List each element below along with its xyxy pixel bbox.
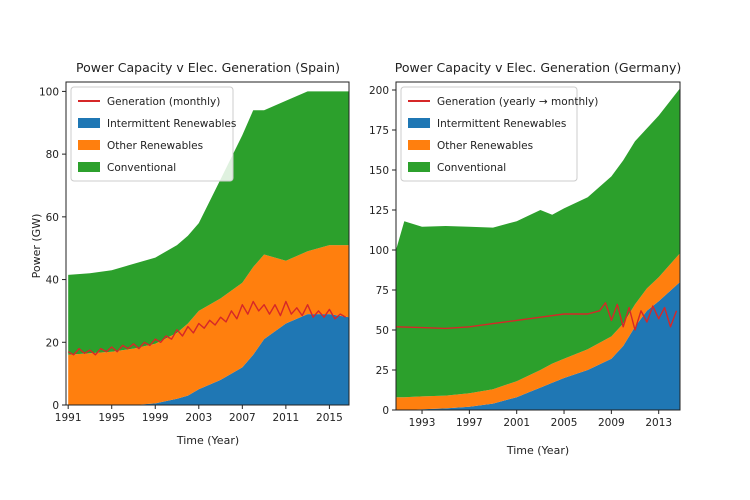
generation-line bbox=[67, 300, 347, 356]
area-intermittent-renewables bbox=[68, 314, 349, 405]
x-tick-label: 1991 bbox=[55, 412, 82, 424]
legend-label: Conventional bbox=[437, 162, 506, 174]
chart-title: Power Capacity v Elec. Generation (Spain… bbox=[76, 60, 340, 75]
legend-label: Generation (yearly → monthly) bbox=[437, 96, 598, 108]
area-other-renewables bbox=[396, 253, 680, 410]
y-tick-label: 100 bbox=[369, 245, 389, 257]
area-conventional bbox=[68, 91, 349, 355]
x-tick-label: 1997 bbox=[456, 417, 483, 429]
plot-area bbox=[395, 81, 681, 411]
legend-swatch bbox=[78, 140, 100, 150]
legend-label: Intermittent Renewables bbox=[437, 118, 566, 130]
x-tick-label: 2009 bbox=[598, 417, 625, 429]
chart-title: Power Capacity v Elec. Generation (Germa… bbox=[395, 60, 682, 75]
x-tick-label: 2001 bbox=[503, 417, 530, 429]
legend: Generation (monthly) Intermittent Renewab… bbox=[70, 86, 236, 182]
legend-label: Conventional bbox=[107, 162, 176, 174]
y-axis-label: Power (GW) bbox=[30, 214, 43, 279]
y-axis: 0 25 50 75 100 125 150 175 200 bbox=[369, 85, 396, 417]
axes-frame bbox=[395, 81, 681, 411]
y-axis: 0 20 40 60 80 100 bbox=[39, 86, 66, 412]
generation-line bbox=[396, 302, 678, 331]
x-axis: 1991 1995 1999 2003 2007 2011 2015 bbox=[55, 405, 343, 424]
x-axis-label: Time (Year) bbox=[176, 434, 239, 447]
x-tick-label: 2003 bbox=[185, 412, 212, 424]
y-tick-label: 175 bbox=[369, 125, 389, 137]
x-tick-label: 1993 bbox=[409, 417, 436, 429]
legend-swatch bbox=[408, 162, 430, 172]
legend-swatch bbox=[408, 118, 430, 128]
chart-spain: Power Capacity v Elec. Generation (Spain… bbox=[30, 60, 350, 447]
chart-germany: Power Capacity v Elec. Generation (Germa… bbox=[369, 60, 681, 457]
area-conventional bbox=[396, 88, 680, 398]
area-other-renewables bbox=[68, 245, 349, 405]
area-intermittent-renewables bbox=[396, 282, 680, 410]
y-tick-label: 125 bbox=[369, 205, 389, 217]
legend-label: Intermittent Renewables bbox=[107, 118, 236, 130]
y-tick-label: 0 bbox=[382, 405, 389, 417]
plot-area bbox=[65, 81, 350, 406]
y-tick-label: 80 bbox=[46, 149, 59, 161]
x-tick-label: 1999 bbox=[142, 412, 169, 424]
y-tick-label: 50 bbox=[376, 325, 389, 337]
legend-box bbox=[400, 86, 578, 182]
y-tick-label: 25 bbox=[376, 365, 389, 377]
x-tick-label: 2013 bbox=[645, 417, 672, 429]
legend-label: Other Renewables bbox=[107, 140, 203, 152]
legend-swatch bbox=[78, 162, 100, 172]
x-axis: 1993 1997 2001 2005 2009 2013 bbox=[409, 410, 672, 429]
y-tick-label: 40 bbox=[46, 275, 59, 287]
legend-swatch bbox=[78, 118, 100, 128]
x-tick-label: 1995 bbox=[98, 412, 125, 424]
x-tick-label: 2015 bbox=[316, 412, 343, 424]
legend-label: Generation (monthly) bbox=[107, 96, 220, 108]
legend-box bbox=[70, 86, 234, 182]
y-tick-label: 0 bbox=[52, 400, 59, 412]
x-tick-label: 2007 bbox=[229, 412, 256, 424]
y-tick-label: 150 bbox=[369, 165, 389, 177]
y-tick-label: 100 bbox=[39, 86, 59, 98]
legend-label: Other Renewables bbox=[437, 140, 533, 152]
x-axis-label: Time (Year) bbox=[506, 444, 569, 457]
y-tick-label: 200 bbox=[369, 85, 389, 97]
y-tick-label: 60 bbox=[46, 212, 59, 224]
x-tick-label: 2011 bbox=[273, 412, 300, 424]
y-tick-label: 75 bbox=[376, 285, 389, 297]
y-tick-label: 20 bbox=[46, 337, 59, 349]
plot-content bbox=[396, 88, 680, 410]
plot-content bbox=[67, 91, 349, 405]
legend-swatch bbox=[408, 140, 430, 150]
x-tick-label: 2005 bbox=[551, 417, 578, 429]
axes-frame bbox=[65, 81, 350, 406]
legend: Generation (yearly → monthly) Intermitten… bbox=[400, 86, 598, 182]
